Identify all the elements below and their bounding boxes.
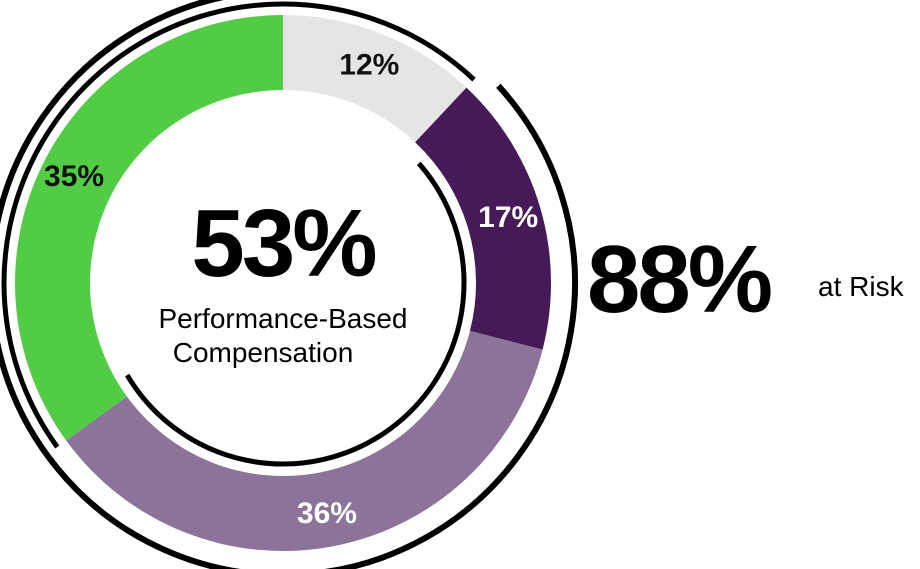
slice-35	[15, 15, 284, 441]
at-risk-value: 88%	[587, 226, 771, 333]
slice-label-35: 35%	[44, 160, 104, 193]
slice-label-36: 36%	[297, 497, 357, 530]
slice-12	[283, 15, 467, 143]
center-caption-line2: Compensation	[173, 337, 354, 368]
slice-36	[66, 330, 543, 551]
outer-rim-left	[1, 1, 284, 449]
slice-17	[415, 87, 551, 350]
center-value: 53%	[191, 190, 375, 297]
slice-label-12: 12%	[339, 48, 399, 81]
inner-bracket-performance	[125, 161, 467, 467]
donut-slices	[15, 15, 551, 551]
bracket-arcs	[0, 0, 578, 569]
center-caption-line1: Performance-Based	[158, 303, 407, 334]
at-risk-caption: at Risk	[818, 271, 905, 302]
slice-label-17: 17%	[478, 201, 538, 234]
slice-labels: 12% 17% 36% 35%	[44, 48, 538, 529]
outer-bracket-at-risk	[0, 0, 578, 569]
outer-rim-top	[282, 1, 476, 82]
